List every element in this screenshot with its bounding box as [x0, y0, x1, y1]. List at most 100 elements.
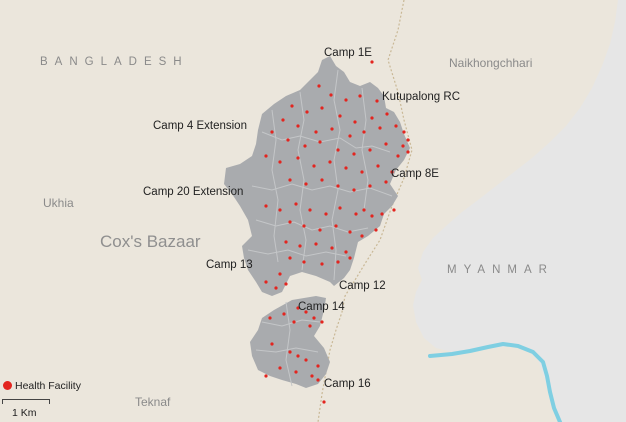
health-facility-marker — [336, 148, 340, 152]
health-facility-marker — [324, 212, 328, 216]
health-facility-marker — [314, 242, 318, 246]
health-facility-marker — [360, 234, 364, 238]
health-facility-marker — [328, 160, 332, 164]
health-facility-marker — [374, 228, 378, 232]
place-label-naikhongchhari: Naikhongchhari — [449, 56, 533, 70]
health-facility-marker — [384, 142, 388, 146]
health-facility-marker — [292, 320, 296, 324]
health-facility-marker — [348, 256, 352, 260]
health-facility-marker — [305, 110, 309, 114]
health-facility-marker — [294, 370, 298, 374]
scale-bar-label: 1 Km — [12, 407, 37, 419]
health-facility-marker — [264, 154, 268, 158]
health-facility-marker — [353, 120, 357, 124]
health-facility-marker — [348, 134, 352, 138]
health-facility-marker — [303, 144, 307, 148]
health-facility-marker — [282, 312, 286, 316]
health-facility-marker — [394, 124, 398, 128]
health-facility-marker — [302, 260, 306, 264]
health-facility-marker — [352, 188, 356, 192]
health-facility-marker — [317, 84, 321, 88]
health-facility-marker — [338, 114, 342, 118]
health-facility-marker — [274, 286, 278, 290]
legend-label-health-facility: Health Facility — [15, 380, 81, 392]
health-facility-marker — [284, 240, 288, 244]
health-facility-marker — [320, 178, 324, 182]
health-facility-marker — [370, 116, 374, 120]
health-facility-marker — [302, 224, 306, 228]
health-facility-marker — [270, 342, 274, 346]
health-facility-marker — [304, 358, 308, 362]
health-facility-marker — [278, 160, 282, 164]
camp-label-kutupalong-rc: Kutupalong RC — [382, 91, 460, 103]
country-label-bangladesh: BANGLADESH — [40, 56, 189, 68]
health-facility-marker — [401, 144, 405, 148]
health-facility-marker — [344, 166, 348, 170]
health-facility-marker — [318, 228, 322, 232]
health-facility-marker — [368, 184, 372, 188]
health-facility-marker — [294, 202, 298, 206]
health-facility-marker — [308, 208, 312, 212]
camp-label-camp-4-extension: Camp 4 Extension — [153, 120, 247, 132]
health-facility-marker — [310, 374, 314, 378]
health-facility-marker — [362, 130, 366, 134]
health-facility-marker — [288, 178, 292, 182]
health-facility-marker — [312, 164, 316, 168]
camp-label-camp-12: Camp 12 — [339, 280, 386, 292]
health-facility-marker — [296, 156, 300, 160]
camp-boundaries — [247, 69, 393, 387]
health-facility-marker — [288, 350, 292, 354]
health-facility-marker — [288, 220, 292, 224]
health-facility-marker — [284, 282, 288, 286]
health-facility-marker — [352, 152, 356, 156]
health-facility-marker — [278, 272, 282, 276]
health-facility-marker — [278, 366, 282, 370]
health-facility-marker — [286, 138, 290, 142]
camp-label-camp-20-extension: Camp 20 Extension — [143, 186, 244, 198]
health-facility-marker — [402, 130, 406, 134]
health-facility-marker — [338, 206, 342, 210]
health-facility-marker — [336, 184, 340, 188]
country-label-myanmar: MYANMAR — [447, 264, 554, 276]
map-legend: Health Facility — [3, 380, 81, 392]
health-facility-marker — [390, 170, 394, 174]
health-facility-marker — [344, 98, 348, 102]
health-facility-marker — [380, 212, 384, 216]
camp-label-camp-14: Camp 14 — [298, 301, 345, 313]
health-facility-marker — [368, 148, 372, 152]
health-facility-marker — [376, 164, 380, 168]
camp-label-camp-1e: Camp 1E — [324, 47, 372, 59]
health-facility-marker-icon — [3, 381, 12, 390]
health-facility-marker — [304, 182, 308, 186]
camp-label-camp-8e: Camp 8E — [391, 168, 439, 180]
health-facility-marker — [304, 310, 308, 314]
health-facility-marker — [360, 170, 364, 174]
health-facility-marker — [296, 306, 300, 310]
health-facility-marker — [392, 208, 396, 212]
health-facility-marker — [330, 127, 334, 131]
health-facility-marker — [264, 204, 268, 208]
health-facility-marker — [344, 250, 348, 254]
health-facility-marker — [264, 374, 268, 378]
health-facility-marker — [384, 180, 388, 184]
place-label-teknaf: Teknaf — [135, 395, 171, 409]
health-facility-marker — [281, 118, 285, 122]
health-facility-marker — [298, 244, 302, 248]
health-facility-marker — [370, 60, 374, 64]
health-facility-marker — [348, 230, 352, 234]
health-facility-marker — [316, 378, 320, 382]
health-facility-marker — [268, 316, 272, 320]
health-facility-marker — [308, 324, 312, 328]
health-facility-marker — [290, 104, 294, 108]
health-facility-marker — [264, 280, 268, 284]
health-facility-marker — [270, 130, 274, 134]
health-facility-marker — [296, 124, 300, 128]
health-facility-marker — [320, 262, 324, 266]
health-facility-marker — [320, 106, 324, 110]
health-facility-marker — [320, 320, 324, 324]
health-facility-marker — [406, 150, 410, 154]
health-facility-marker — [358, 94, 362, 98]
place-label-coxs-bazaar: Cox's Bazaar — [100, 232, 201, 251]
